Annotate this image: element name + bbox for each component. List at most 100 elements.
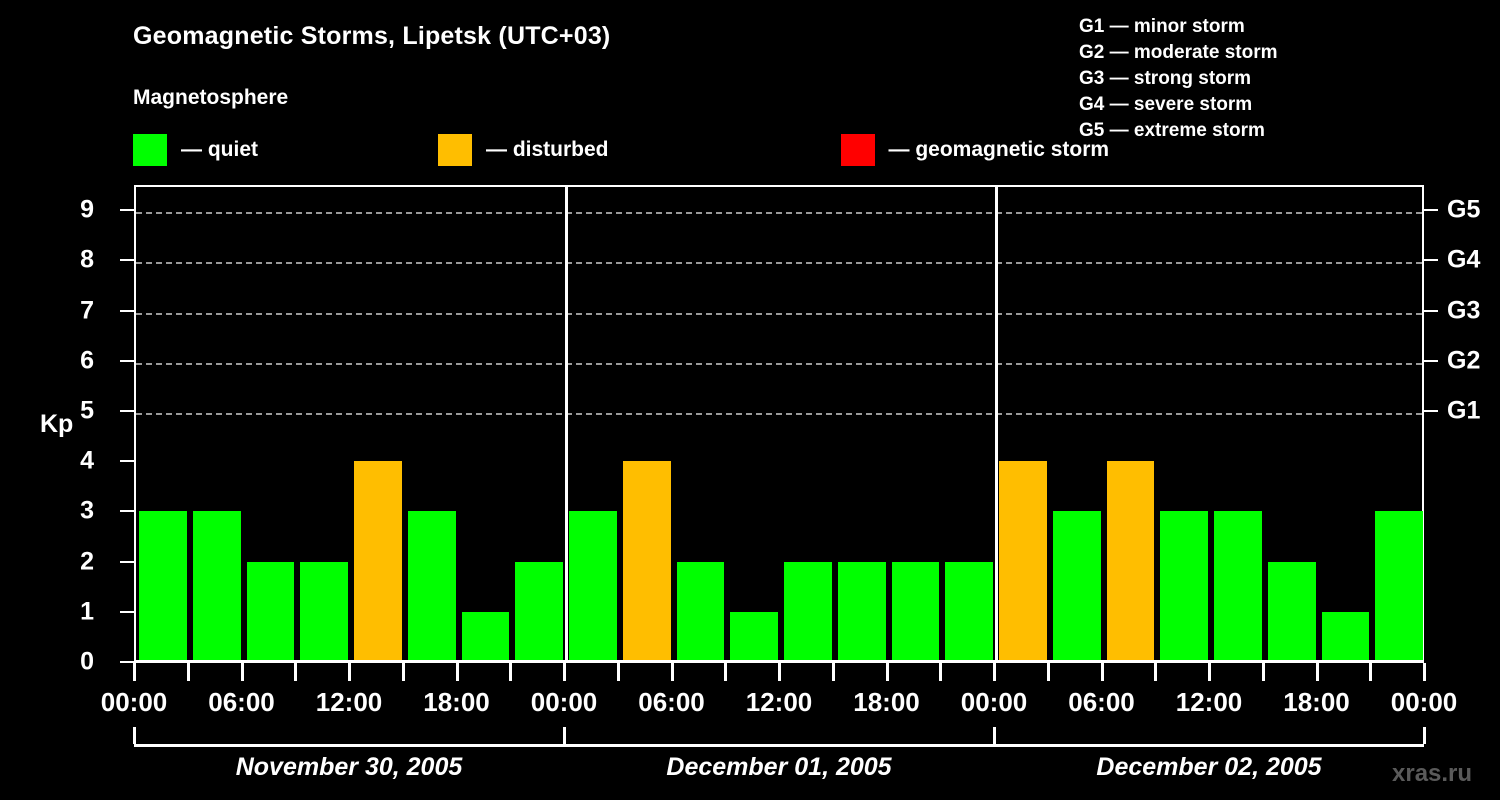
bar — [730, 611, 778, 662]
x-tick-mark-0 — [133, 663, 136, 681]
legend-label: — geomagnetic storm — [888, 138, 1110, 161]
x-tick-mark-3 — [186, 663, 190, 681]
date-tick-24 — [563, 727, 566, 744]
y-tick-mark-8 — [120, 259, 134, 262]
magnetosphere-label: Magnetosphere — [133, 86, 289, 109]
g-tick-label-G4: G4 — [1447, 245, 1481, 274]
x-tick-label-5: 06:00 — [638, 687, 705, 717]
day-divider — [565, 187, 568, 662]
disturbed-swatch — [438, 134, 472, 166]
g-tick-mark-G2 — [1424, 359, 1438, 362]
bar — [461, 611, 510, 662]
y-tick-mark-3 — [120, 510, 134, 513]
bar — [1321, 611, 1370, 662]
x-tick-mark-54 — [1100, 663, 1104, 681]
x-tick-mark-39 — [831, 663, 835, 681]
x-tick-mark-51 — [1046, 663, 1050, 681]
x-tick-mark-9 — [294, 663, 298, 681]
x-tick-mark-69 — [1369, 663, 1373, 681]
bar — [300, 561, 348, 662]
x-tick-mark-72 — [1423, 663, 1426, 681]
plot-area — [134, 185, 1424, 662]
bar — [569, 511, 617, 662]
g-tick-label-G3: G3 — [1447, 296, 1481, 325]
bar — [407, 511, 456, 662]
x-tick-label-9: 06:00 — [1068, 687, 1135, 717]
y-axis-label: Kp — [40, 410, 74, 438]
x-tick-mark-45 — [939, 663, 943, 681]
bar — [1106, 461, 1155, 662]
bar — [139, 511, 187, 662]
date-rule — [134, 744, 1424, 747]
legend-entry-disturbed: — disturbed — [438, 134, 609, 166]
y-tick-label-0: 0 — [80, 647, 94, 676]
gridline-kp-9 — [136, 212, 1422, 215]
bar — [999, 461, 1047, 662]
x-tick-mark-42 — [885, 663, 889, 681]
date-tick-0 — [133, 727, 136, 744]
x-tick-mark-6 — [240, 663, 244, 681]
gridline-kp-5 — [136, 412, 1422, 415]
y-tick-label-2: 2 — [80, 547, 94, 576]
y-tick-mark-7 — [120, 309, 134, 312]
g-scale-legend: G1 — minor storm G2 — moderate storm G3 — … — [1079, 14, 1278, 144]
date-label-0: November 30, 2005 — [235, 753, 463, 781]
storm-swatch — [840, 134, 875, 166]
g-legend-row-g5: G5 — extreme storm — [1079, 120, 1265, 142]
x-axis-baseline — [134, 660, 1424, 663]
bar — [784, 561, 832, 662]
y-tick-label-1: 1 — [80, 597, 94, 626]
bar — [1375, 511, 1423, 662]
plot-inner — [136, 187, 1423, 662]
y-tick-mark-4 — [120, 460, 134, 463]
g-tick-mark-G4 — [1424, 259, 1438, 262]
g-tick-mark-G5 — [1424, 209, 1438, 212]
x-tick-label-11: 18:00 — [1283, 687, 1350, 717]
x-tick-mark-60 — [1208, 663, 1211, 681]
bar — [1160, 511, 1208, 662]
x-tick-label-8: 00:00 — [960, 687, 1028, 717]
y-tick-label-4: 4 — [80, 446, 94, 475]
bar — [676, 561, 725, 662]
date-tick-72 — [1423, 727, 1426, 744]
g-legend-row-g3: G3 — strong storm — [1079, 68, 1252, 90]
g-tick-label-G2: G2 — [1447, 346, 1481, 375]
x-tick-mark-57 — [1154, 663, 1158, 681]
bar — [622, 461, 671, 662]
g-tick-label-G1: G1 — [1447, 396, 1481, 425]
y-tick-mark-9 — [120, 209, 134, 212]
x-tick-mark-24 — [563, 663, 566, 681]
x-tick-mark-18 — [455, 663, 459, 681]
legend-entry-quiet: — quiet — [133, 134, 258, 166]
g-legend-row-g2: G2 — moderate storm — [1079, 42, 1278, 64]
x-tick-mark-30 — [670, 663, 674, 681]
gridline-kp-6 — [136, 362, 1422, 365]
y-tick-mark-5 — [120, 409, 134, 412]
y-tick-label-7: 7 — [80, 296, 94, 325]
legend-label: — disturbed — [486, 138, 609, 161]
x-tick-mark-12 — [348, 663, 351, 681]
legend-entry-geomagnetic-storm: — geomagnetic storm — [840, 134, 1110, 166]
date-label-2: December 02, 2005 — [1096, 753, 1322, 781]
g-legend-row-g4: G4 — severe storm — [1079, 94, 1253, 116]
x-tick-mark-15 — [401, 663, 405, 681]
page-title: Geomagnetic Storms, Lipetsk (UTC+03) — [133, 22, 611, 50]
x-tick-label-1: 06:00 — [208, 687, 275, 717]
y-tick-label-5: 5 — [80, 396, 94, 425]
x-tick-mark-48 — [993, 663, 996, 681]
watermark: xras.ru — [1392, 760, 1473, 787]
bar — [1214, 511, 1262, 662]
x-tick-mark-66 — [1315, 663, 1319, 681]
bar — [1052, 511, 1101, 662]
y-tick-mark-1 — [120, 610, 134, 613]
x-tick-label-10: 12:00 — [1175, 687, 1243, 717]
gridline-kp-8 — [136, 262, 1422, 265]
y-tick-mark-2 — [120, 560, 134, 563]
x-tick-mark-27 — [616, 663, 620, 681]
x-tick-label-12: 00:00 — [1390, 687, 1458, 717]
x-tick-label-4: 00:00 — [530, 687, 598, 717]
x-tick-label-6: 12:00 — [745, 687, 813, 717]
x-tick-label-3: 18:00 — [423, 687, 490, 717]
x-tick-mark-21 — [509, 663, 513, 681]
x-tick-mark-63 — [1261, 663, 1265, 681]
